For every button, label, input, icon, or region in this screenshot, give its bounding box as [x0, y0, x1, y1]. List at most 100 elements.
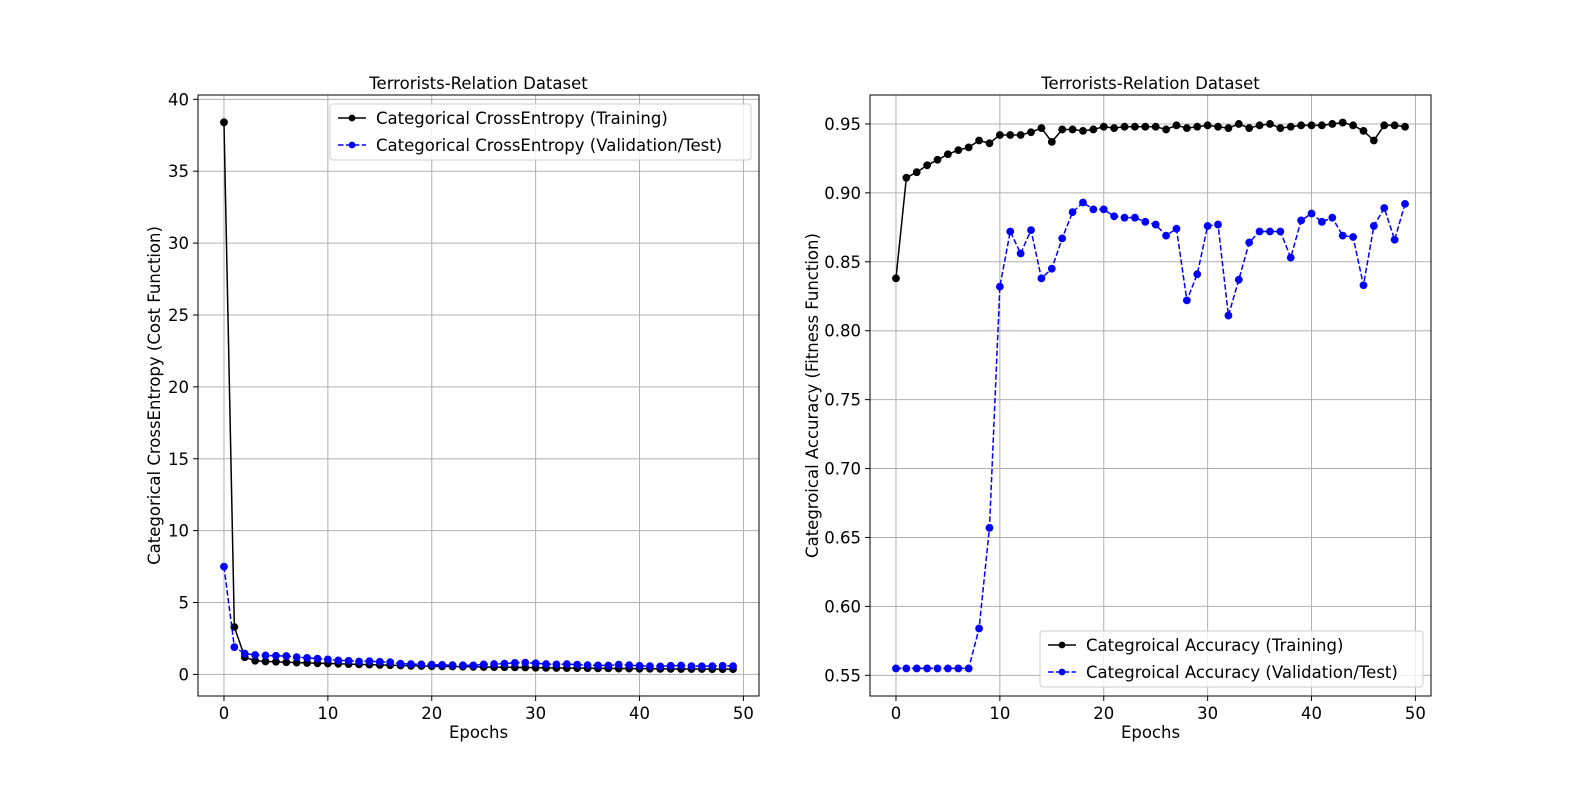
left-x-axis-label: Epochs — [449, 723, 508, 742]
left-series-1-point — [562, 660, 571, 668]
left-chart-title: Terrorists-Relation Dataset — [368, 74, 588, 93]
right-series-0-point — [1245, 124, 1254, 132]
left-y-tick-label: 0 — [179, 665, 190, 684]
right-y-tick-label: 0.85 — [824, 253, 861, 272]
right-series-1-point — [1151, 220, 1160, 229]
right-series-0-point — [1224, 124, 1233, 132]
left-y-axis-label: Categorical CrossEntropy (Cost Function) — [145, 226, 164, 565]
left-series-1-point — [355, 657, 363, 666]
right-series-1-point — [1141, 217, 1150, 226]
right-series-0-point — [964, 143, 973, 152]
left-series-1-point — [344, 656, 353, 665]
left-series-1-point — [583, 661, 592, 669]
left-series-1-point — [261, 651, 270, 660]
right-series-0-point — [1328, 120, 1337, 128]
right-series-1-point — [1255, 227, 1264, 236]
right-series-0-point — [1006, 131, 1015, 139]
left-series-1-line — [223, 566, 734, 668]
right-series-1-point — [1245, 238, 1254, 247]
right-series-0-point — [944, 150, 952, 159]
right-series-1-point — [923, 664, 932, 673]
right-series-0-point — [1079, 126, 1087, 135]
right-chart: 0 10 20 30 40 50 0.55 0.60 0.65 0.70 0.75 0.80 0.85 0… — [803, 74, 1432, 742]
right-series-0-point — [1369, 136, 1378, 145]
left-series-1-point — [614, 660, 623, 669]
right-y-tick-label: 0.65 — [824, 528, 861, 547]
right-series-1-point — [1037, 274, 1046, 283]
right-series-0-point — [892, 274, 900, 283]
right-series-1-point — [1193, 270, 1202, 279]
right-series-0-point — [1162, 125, 1170, 134]
right-series-0-point — [1099, 122, 1108, 131]
right-series-0-point — [1120, 122, 1129, 131]
left-y-tick-label: 30 — [168, 234, 189, 253]
left-series-1-point — [697, 662, 706, 671]
left-series-1-point — [292, 653, 301, 662]
left-legend-label: Categorical CrossEntropy (Validation/Tes… — [376, 136, 722, 155]
left-series-1-point — [313, 654, 322, 663]
right-series-0-point — [1349, 121, 1357, 130]
left-y-tick-label: 10 — [168, 522, 189, 541]
left-legend-swatch-marker — [348, 141, 356, 149]
right-series-1-point — [1297, 216, 1306, 225]
right-series-1-point — [1203, 222, 1212, 230]
right-series-0-point — [1234, 120, 1243, 128]
left-series-1-point — [677, 661, 685, 670]
right-series-0-point — [1318, 121, 1326, 130]
right-series-1-point — [985, 523, 994, 532]
right-series-1-point — [1120, 213, 1129, 222]
right-series-1-point — [1318, 217, 1326, 226]
left-series-1-point — [708, 662, 717, 670]
right-series-1-point — [1068, 208, 1077, 217]
right-x-tick-label: 40 — [1301, 704, 1322, 723]
right-y-tick-label: 0.55 — [824, 666, 861, 685]
right-series-1-point — [1099, 205, 1108, 214]
right-chart-title: Terrorists-Relation Dataset — [1040, 74, 1260, 93]
right-plot-frame — [869, 94, 1432, 697]
right-series-0-point — [1380, 121, 1389, 130]
left-series-1-point — [365, 657, 374, 666]
right-series-1-point — [1286, 253, 1295, 262]
left-series-1-point — [334, 656, 343, 665]
right-series-1-point — [954, 664, 963, 673]
right-series-1-point — [1162, 231, 1170, 240]
right-series-0-point — [1141, 122, 1150, 131]
left-series-1-point — [656, 662, 665, 671]
left-series-1-point — [718, 661, 727, 670]
right-series-1-point — [1390, 235, 1399, 244]
right-series-0-point — [1037, 124, 1046, 132]
right-series-0-point — [1390, 121, 1399, 130]
left-series-1-point — [386, 658, 395, 667]
right-series-1-point — [1172, 224, 1181, 233]
right-series-0-point — [1286, 122, 1295, 131]
left-series-1-point — [427, 660, 436, 669]
left-y-tick-label: 5 — [179, 594, 190, 613]
right-series-0-point — [954, 146, 963, 155]
right-y-tick-label: 0.95 — [824, 115, 861, 134]
left-series-1-point — [666, 661, 675, 670]
right-series-1-point — [1058, 234, 1067, 243]
left-series-1-point — [646, 662, 654, 670]
right-legend: Categroical Accuracy (Training) Categroic… — [1039, 630, 1424, 688]
left-series-1-point — [687, 662, 696, 670]
right-series-0-point — [1401, 122, 1409, 131]
left-x-tick-label: 30 — [525, 704, 546, 723]
right-series-0-point — [1027, 128, 1035, 137]
right-series-1-point — [1079, 198, 1087, 207]
right-series-0-point — [1359, 126, 1368, 135]
right-series-1-point — [1307, 209, 1316, 218]
right-series-1-point — [1338, 231, 1347, 240]
right-series-0-point — [1151, 122, 1160, 131]
right-x-tick-label: 30 — [1197, 704, 1218, 723]
left-series-1-point — [604, 661, 613, 670]
right-ticks: 0 10 20 30 40 50 0.55 0.60 0.65 0.70 0.75 0.80 0.85 0… — [824, 115, 1426, 723]
right-legend-swatch-marker — [1058, 668, 1066, 676]
right-series-1-point — [1006, 227, 1015, 236]
right-series-1-point — [1214, 220, 1222, 229]
right-series-0-point — [1058, 125, 1067, 134]
right-series-1-point — [944, 664, 952, 673]
right-series-1-point — [1380, 204, 1389, 212]
left-series — [220, 118, 737, 674]
left-x-tick-label: 20 — [421, 704, 442, 723]
left-series-1-point — [625, 661, 634, 669]
